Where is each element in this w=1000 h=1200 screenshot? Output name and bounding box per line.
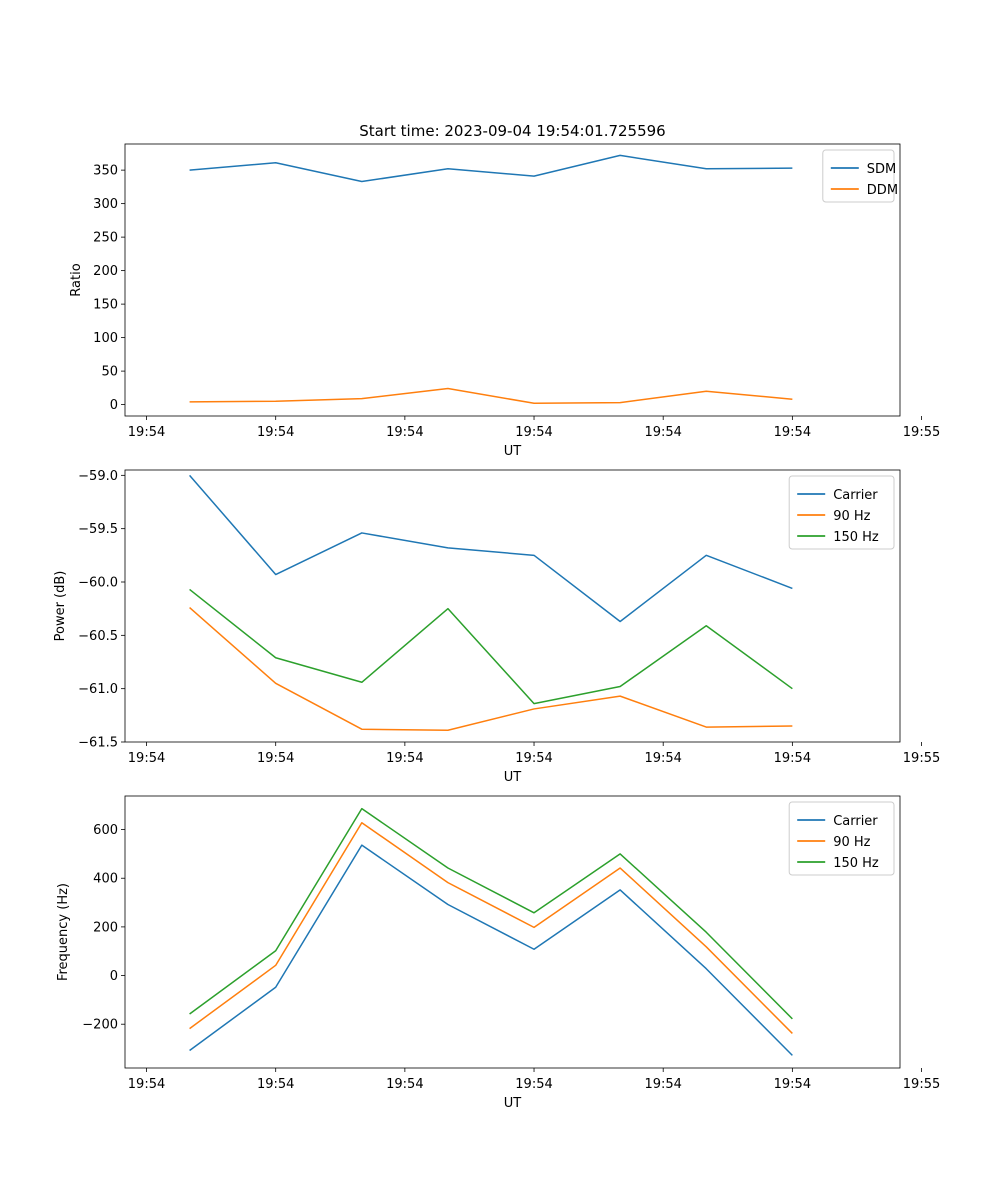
chart-1-series-ddm-line: [189, 387, 793, 405]
chart-3-x-tick-label: 19:54: [515, 1077, 552, 1092]
chart-2-y-tick-label: −59.0: [78, 469, 118, 484]
chart-2-y-tick-label: −61.0: [78, 682, 118, 697]
chart-3-series-90-hz-line: [189, 822, 793, 1034]
chart-3-y-tick-label: −200: [82, 1018, 118, 1033]
chart-1-axes-frame: [124, 143, 901, 417]
chart-1-x-tick-label: 19:55: [903, 425, 940, 440]
chart-1-x-axis-label: UT: [504, 444, 522, 459]
chart-2-legend: Carrier 90 Hz 150 Hz: [788, 475, 895, 550]
chart-3-series-150-hz-line: [189, 807, 793, 1020]
chart-1-legend-label-sdm: SDM: [867, 162, 896, 177]
chart-2-series-90-hz-line: [189, 607, 793, 732]
chart-1-y-axis-label: Ratio: [69, 263, 84, 296]
chart-1-x-tick-label: 19:54: [774, 425, 811, 440]
chart-3-legend-label-carrier: Carrier: [833, 814, 878, 829]
chart-3: 19:54 19:54 19:54 19:54 19:54 19:54 19:55 −200 0…: [56, 795, 940, 1111]
chart-2-legend-label-90-hz: 90 Hz: [833, 509, 870, 524]
chart-2-x-tick-label: 19:54: [515, 751, 552, 766]
chart-3-y-tick-label: 0: [110, 969, 118, 984]
chart-3-axes-frame: [124, 795, 901, 1069]
chart-2-legend-label-carrier: Carrier: [833, 488, 878, 503]
chart-1-x-tick-label: 19:54: [257, 425, 294, 440]
chart-3-y-axis-label: Frequency (Hz): [56, 883, 71, 981]
chart-3-x-tick-label: 19:54: [644, 1077, 681, 1092]
chart-3-x-axis-label: UT: [504, 1096, 522, 1111]
chart-1-series-sdm-line: [189, 154, 793, 183]
chart-2-y-tick-label: −60.0: [78, 576, 118, 591]
chart-1-y-tick-label: 250: [93, 231, 118, 246]
chart-2-series-150-hz-line: [189, 588, 793, 705]
chart-1-y-tick-label: 150: [93, 298, 118, 313]
chart-1-x-tick-label: 19:54: [128, 425, 165, 440]
chart-1-y-tick-label: 350: [93, 164, 118, 179]
chart-2-x-tick-label: 19:54: [128, 751, 165, 766]
chart-2-series-carrier-line: [189, 474, 793, 623]
chart-1-y-tick-label: 0: [110, 398, 118, 413]
chart-2-y-axis-label: Power (dB): [53, 571, 68, 642]
chart-2: 19:54 19:54 19:54 19:54 19:54 19:54 19:55 −61.5…: [53, 469, 940, 785]
chart-2-y-tick-label: −59.5: [78, 522, 118, 537]
chart-2-x-tick-label: 19:54: [644, 751, 681, 766]
chart-1-y-tick-label: 100: [93, 331, 118, 346]
chart-2-x-tick-label: 19:54: [386, 751, 423, 766]
chart-2-axes-frame: [124, 469, 901, 743]
figure-title: Start time: 2023-09-04 19:54:01.725596: [359, 122, 665, 140]
chart-1-x-tick-label: 19:54: [386, 425, 423, 440]
chart-3-x-tick-label: 19:54: [257, 1077, 294, 1092]
chart-2-x-tick-label: 19:54: [774, 751, 811, 766]
chart-3-series-carrier-line: [189, 844, 793, 1056]
chart-2-y-tick-label: −60.5: [78, 629, 118, 644]
chart-3-x-tick-label: 19:54: [386, 1077, 423, 1092]
chart-3-legend: Carrier 90 Hz 150 Hz: [788, 801, 895, 876]
chart-1-legend-label-ddm: DDM: [867, 183, 898, 198]
chart-3-legend-label-90-hz: 90 Hz: [833, 835, 870, 850]
chart-1-legend: SDM DDM: [822, 149, 898, 203]
chart-1: 19:54 19:54 19:54 19:54 19:54 19:54 19:55 0 50 10…: [69, 143, 940, 459]
chart-3-legend-label-150-hz: 150 Hz: [833, 856, 879, 871]
chart-2-y-tick-label: −61.5: [78, 736, 118, 751]
chart-1-y-tick-label: 300: [93, 197, 118, 212]
chart-2-x-axis-label: UT: [504, 770, 522, 785]
chart-3-y-tick-label: 600: [93, 823, 118, 838]
chart-3-x-tick-label: 19:55: [903, 1077, 940, 1092]
chart-2-x-tick-label: 19:54: [257, 751, 294, 766]
chart-1-y-tick-label: 200: [93, 264, 118, 279]
chart-1-x-tick-label: 19:54: [644, 425, 681, 440]
chart-3-y-tick-label: 200: [93, 920, 118, 935]
chart-3-x-tick-label: 19:54: [774, 1077, 811, 1092]
chart-2-legend-label-150-hz: 150 Hz: [833, 530, 879, 545]
chart-3-x-tick-label: 19:54: [128, 1077, 165, 1092]
chart-3-y-tick-label: 400: [93, 872, 118, 887]
chart-1-y-tick-label: 50: [101, 365, 118, 380]
chart-1-x-tick-label: 19:54: [515, 425, 552, 440]
chart-2-x-tick-label: 19:55: [903, 751, 940, 766]
